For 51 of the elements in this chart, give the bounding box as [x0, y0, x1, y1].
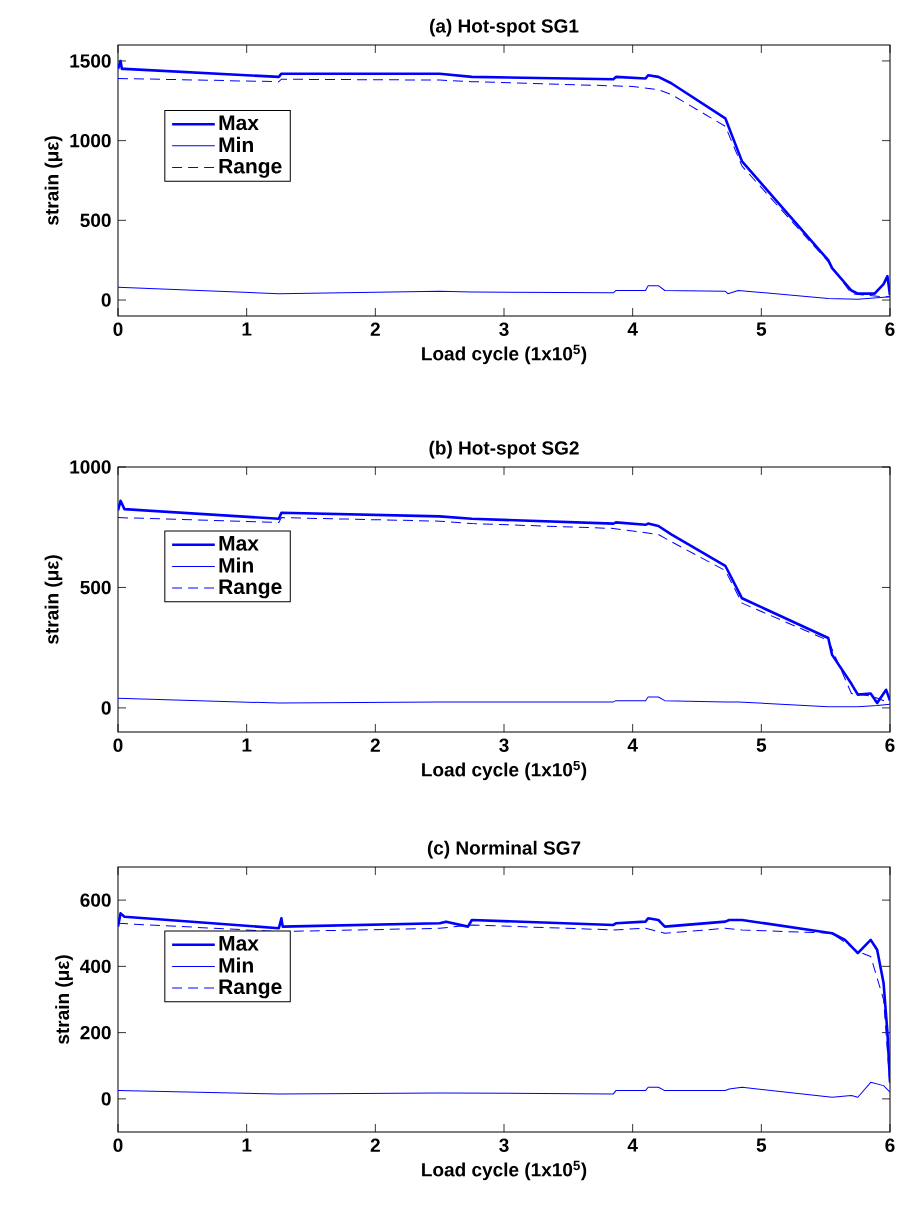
- y-tick-label: 0: [101, 1092, 111, 1106]
- x-axis-title: Load cycle (1x10$^{5}$): [422, 760, 587, 781]
- y-tick-label: 1000: [70, 460, 111, 474]
- x-tick-label: 0: [113, 322, 123, 336]
- legend-label: Min: [219, 557, 254, 573]
- x-axis-title: Load cycle (1x10$^{5}$): [422, 344, 587, 365]
- y-tick-label: 500: [80, 213, 111, 228]
- y-tick-label: 1500: [70, 54, 111, 68]
- line-series: [118, 1081, 891, 1098]
- x-tick-label: 4: [627, 1138, 639, 1152]
- chart-title: (c) Norminal SG7: [428, 840, 581, 859]
- legend-label: Min: [219, 136, 254, 153]
- x-tick-label: 1: [242, 1138, 252, 1152]
- x-tick-label: 0: [113, 1138, 123, 1152]
- x-tick-label: 0: [113, 738, 123, 752]
- x-tick-label: 1: [242, 322, 252, 336]
- legend-label: Range: [219, 579, 282, 599]
- y-axis-title: strain (με): [55, 955, 74, 1044]
- legend-label: Max: [219, 936, 259, 951]
- x-tick-label: 5: [756, 322, 767, 336]
- legend-label: Max: [219, 115, 259, 131]
- y-tick-label: 500: [80, 580, 111, 595]
- x-tick-label: 5: [756, 1138, 767, 1152]
- x-tick-label: 1: [242, 738, 252, 752]
- chart-title: (a) Hot-spot SG1: [430, 18, 579, 37]
- x-tick-label: 2: [370, 738, 381, 752]
- y-tick-label: 1000: [70, 133, 111, 148]
- x-tick-label: 5: [756, 738, 767, 752]
- y-tick-label: 200: [80, 1025, 111, 1040]
- legend-label: Range: [219, 979, 282, 999]
- x-tick-label: 2: [370, 1138, 381, 1152]
- y-tick-label: 400: [80, 959, 111, 974]
- x-tick-label: 3: [499, 1138, 509, 1153]
- y-tick-label: 600: [80, 893, 111, 907]
- x-axis-title: Load cycle (1x10$^{5}$): [422, 1160, 587, 1181]
- y-tick-label: 0: [101, 701, 111, 715]
- x-tick-label: 4: [627, 322, 639, 336]
- y-axis-title: strain (με): [44, 136, 63, 225]
- x-tick-label: 4: [627, 738, 639, 752]
- x-tick-label: 6: [885, 322, 895, 336]
- legend-label: Range: [219, 158, 282, 178]
- x-tick-label: 3: [499, 322, 509, 337]
- x-tick-label: 6: [885, 1138, 895, 1152]
- legend-label: Max: [219, 536, 259, 551]
- x-tick-label: 2: [370, 322, 381, 336]
- chart-title: (b) Hot-spot SG2: [429, 440, 579, 459]
- legend-label: Min: [219, 957, 254, 973]
- y-axis-title: strain (με): [44, 555, 63, 644]
- y-tick-label: 0: [101, 293, 111, 307]
- x-tick-label: 6: [885, 738, 895, 752]
- x-tick-label: 3: [499, 738, 509, 753]
